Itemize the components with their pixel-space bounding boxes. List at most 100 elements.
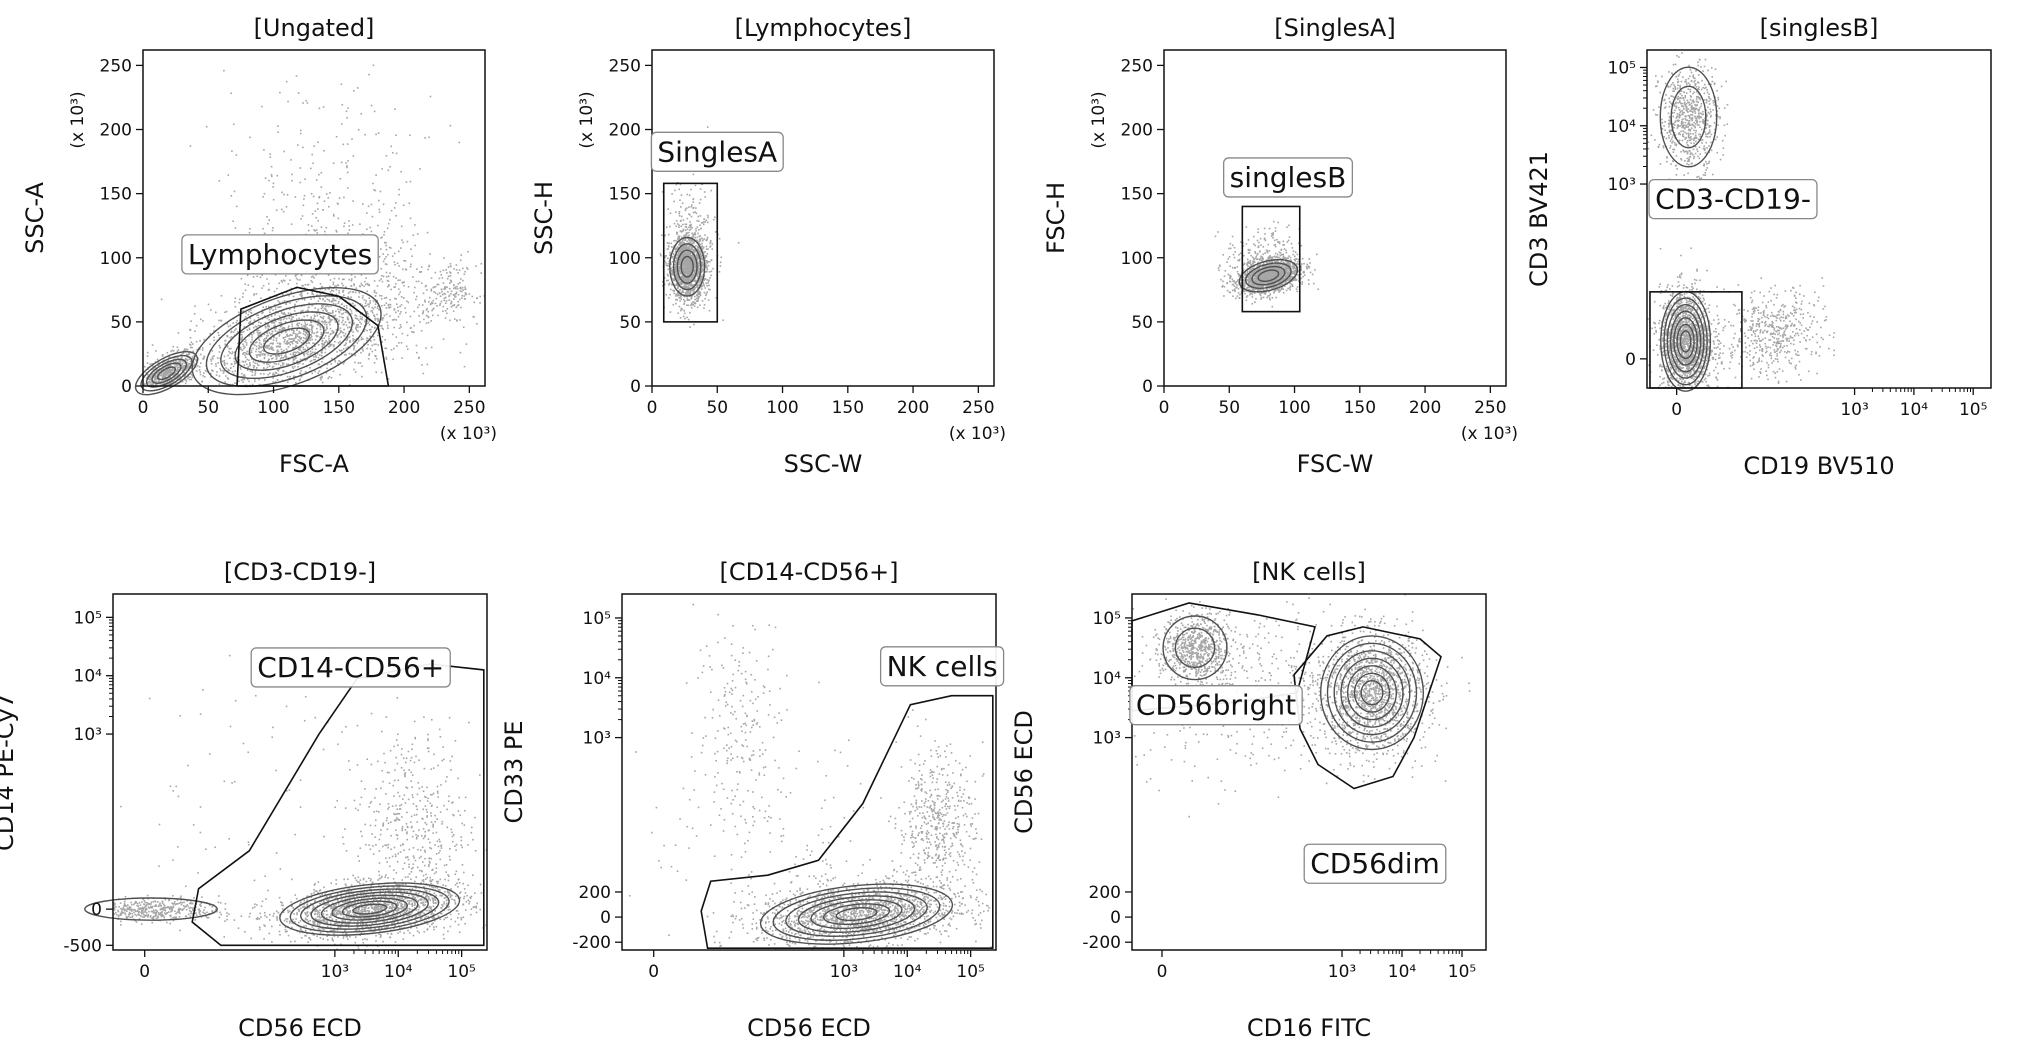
- x-tick-label: 50: [1218, 398, 1240, 418]
- contour-line: [1340, 657, 1404, 728]
- y-tick-label: 50: [619, 313, 641, 333]
- x-tick-label: 10⁵: [956, 962, 984, 982]
- x-axis-label: CD16 FITC: [1247, 1014, 1371, 1039]
- contour-line: [145, 358, 188, 388]
- x-tick-label: 10⁵: [1448, 962, 1476, 982]
- contour-line: [1679, 330, 1692, 353]
- contour-line: [151, 362, 182, 384]
- y-tick-label: -200: [572, 933, 611, 953]
- x-tick-label: 10⁴: [384, 962, 413, 982]
- x-tick-label: 200: [897, 398, 929, 418]
- contour-line: [320, 894, 419, 924]
- gate-singlesa[interactable]: [662, 182, 719, 323]
- x-tick-label: 100: [257, 398, 289, 418]
- contour-line: [835, 907, 878, 922]
- contour-line: [1245, 262, 1292, 289]
- contour-line: [191, 286, 382, 396]
- x-unit-label: (x 10³): [949, 424, 1006, 444]
- y-axis-label: CD14 PE-Cy7: [0, 693, 19, 851]
- contour-line: [797, 895, 916, 933]
- chart-panel-2: 0 50 100 150 200 250 0 50 100 150 200 250 (x 10³) (x …: [530, 14, 1006, 478]
- y-tick-label: 100: [1121, 249, 1153, 269]
- contour-line: [289, 885, 450, 933]
- gate-cd14-cd56-[interactable]: [191, 663, 485, 947]
- y-axis-label: CD3 BV421: [1525, 151, 1553, 287]
- plot-frame: [142, 49, 486, 387]
- x-tick-label: 0: [138, 398, 149, 418]
- event-dots: [629, 603, 996, 950]
- gate-label-cd14-cd56-[interactable]: CD14-CD56+: [250, 647, 451, 688]
- gate-cd56dim[interactable]: [1293, 626, 1442, 790]
- x-unit-label: (x 10³): [440, 424, 497, 444]
- y-tick-label: 0: [630, 377, 641, 397]
- y-tick-label: 50: [110, 313, 132, 333]
- contour-line: [669, 236, 706, 297]
- x-tick-label: 0: [1157, 962, 1168, 982]
- y-tick-label: 10³: [583, 729, 611, 749]
- y-tick-label: 200: [1121, 121, 1153, 141]
- y-tick-label: 0: [1625, 350, 1636, 370]
- gate-label-singlesa[interactable]: SinglesA: [650, 131, 784, 172]
- y-tick-label: 0: [1110, 908, 1121, 928]
- contour-line: [1659, 66, 1718, 168]
- gate-label-nk-cells[interactable]: NK cells: [879, 646, 1005, 687]
- contour-line: [1353, 672, 1391, 713]
- population-3: [1703, 277, 1835, 388]
- chart-panel-3: 0 50 100 150 200 250 0 50 100 150 200 250 (x 10³) (x …: [1042, 14, 1518, 478]
- x-tick-label: 10⁴: [893, 962, 922, 982]
- contour-line: [772, 887, 941, 941]
- contour-line: [84, 897, 218, 921]
- y-tick-label: 10⁴: [74, 667, 103, 687]
- x-tick-label: 10³: [1328, 962, 1356, 982]
- gate-label-cd56dim[interactable]: CD56dim: [1303, 843, 1447, 884]
- y-tick-label: 200: [1089, 883, 1121, 903]
- plot-frame: [621, 593, 997, 951]
- contour-line: [1666, 303, 1705, 379]
- contour-line: [759, 883, 954, 945]
- x-tick-label: 100: [1278, 398, 1310, 418]
- x-tick-label: 0: [1671, 400, 1682, 420]
- chart-title: [singlesB]: [1760, 14, 1879, 42]
- contour-line: [1319, 635, 1424, 751]
- x-tick-label: 50: [706, 398, 728, 418]
- contour-line: [822, 903, 891, 926]
- gate-label-cd56bright[interactable]: CD56bright: [1129, 685, 1303, 726]
- y-tick-label: 250: [609, 56, 641, 76]
- chart-title: [CD14-CD56+]: [719, 558, 898, 586]
- plot-frame: [651, 49, 995, 387]
- gate-label-cd3-cd19-[interactable]: CD3-CD19-: [1648, 178, 1818, 220]
- x-tick-label: 10⁴: [1388, 962, 1417, 982]
- contour-line: [341, 900, 398, 918]
- x-tick-label: 0: [647, 398, 658, 418]
- x-tick-label: 200: [388, 398, 420, 418]
- x-tick-label: 250: [962, 398, 994, 418]
- chart-title: [Lymphocytes]: [735, 14, 912, 42]
- contour-line: [1174, 627, 1216, 669]
- x-tick-label: 250: [1474, 398, 1506, 418]
- y-axis-label: CD56 ECD: [1010, 710, 1038, 834]
- y-tick-label: -200: [1082, 933, 1121, 953]
- y-tick-label: 10³: [74, 725, 102, 745]
- y-tick-label: 0: [121, 377, 132, 397]
- y-tick-label: 200: [100, 121, 132, 141]
- gate-nk-cells[interactable]: [700, 694, 994, 950]
- gate-singlesb[interactable]: [1241, 205, 1301, 313]
- y-tick-label: 200: [579, 883, 611, 903]
- population-1: [1647, 247, 1743, 388]
- gate-label-lymphocytes[interactable]: Lymphocytes: [181, 234, 379, 275]
- y-axis-label: CD33 PE: [500, 720, 528, 823]
- chart-panel-6: 0 10³ 10⁴ 10⁵ -200 0 200 10³ 10⁴ 10⁵ [CD14-CD56+] C…: [500, 558, 1005, 1039]
- x-tick-label: 10⁵: [1959, 400, 1987, 420]
- y-tick-label: 10³: [1093, 729, 1121, 749]
- x-axis-label: FSC-W: [1297, 450, 1374, 478]
- y-tick-label: 150: [100, 185, 132, 205]
- contour-line: [263, 327, 311, 355]
- y-tick-label: 10³: [1608, 175, 1636, 195]
- contour-line: [1669, 310, 1702, 373]
- contour-line: [1360, 680, 1384, 706]
- gate-label-singlesb[interactable]: singlesB: [1223, 157, 1354, 198]
- chart-title: [NK cells]: [1252, 558, 1366, 586]
- population-3: [314, 697, 487, 944]
- x-tick-label: 0: [648, 962, 659, 982]
